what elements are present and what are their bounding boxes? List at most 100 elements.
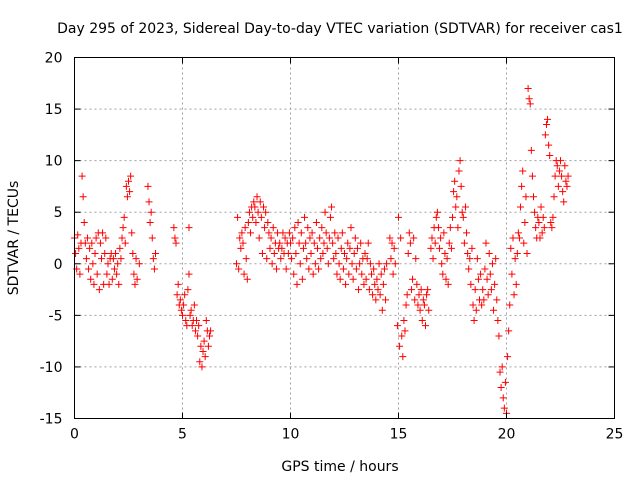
data-point xyxy=(530,193,537,201)
data-point xyxy=(303,255,311,263)
data-point xyxy=(366,260,374,268)
data-point xyxy=(539,213,547,221)
y-tick-label: 20 xyxy=(45,51,63,67)
data-point xyxy=(518,182,526,190)
data-point xyxy=(500,404,508,412)
data-point xyxy=(562,177,570,185)
data-point xyxy=(473,255,481,263)
data-point xyxy=(433,208,441,216)
data-point xyxy=(145,198,153,206)
data-point xyxy=(344,239,352,247)
data-point xyxy=(322,229,330,237)
data-point xyxy=(115,280,123,288)
data-point xyxy=(353,244,361,252)
data-point xyxy=(357,239,365,247)
data-point xyxy=(110,265,118,273)
data-point xyxy=(75,244,83,252)
data-point xyxy=(455,167,463,175)
data-point xyxy=(116,244,124,252)
data-point xyxy=(269,224,277,232)
data-point xyxy=(342,280,350,288)
data-point xyxy=(517,203,525,211)
x-tick-label: 0 xyxy=(70,427,79,443)
data-point xyxy=(236,234,244,242)
data-point xyxy=(460,239,468,247)
data-point xyxy=(399,353,407,361)
y-tick-label: -10 xyxy=(40,360,63,376)
data-point xyxy=(86,244,94,252)
data-point xyxy=(468,244,476,252)
data-point xyxy=(305,265,313,273)
data-point xyxy=(279,229,287,237)
data-point xyxy=(464,249,472,257)
data-point xyxy=(457,182,465,190)
data-point xyxy=(513,249,521,257)
data-point xyxy=(444,280,452,288)
data-point xyxy=(103,270,111,278)
data-point xyxy=(486,270,494,278)
data-point xyxy=(439,270,447,278)
data-point xyxy=(152,249,159,257)
data-point xyxy=(434,224,442,232)
data-point xyxy=(332,249,340,257)
grid-lines xyxy=(74,57,615,419)
data-point xyxy=(301,213,309,221)
data-point xyxy=(181,291,189,299)
data-point xyxy=(265,229,273,237)
data-point xyxy=(336,275,344,283)
data-point xyxy=(195,322,203,330)
data-point xyxy=(519,167,527,175)
data-point xyxy=(252,219,260,227)
data-point xyxy=(128,229,136,237)
data-point xyxy=(491,280,499,288)
data-point xyxy=(492,255,500,263)
data-point xyxy=(325,234,333,242)
data-point xyxy=(343,255,351,263)
data-point xyxy=(386,234,394,242)
data-point xyxy=(247,229,255,237)
data-point xyxy=(349,275,357,283)
data-point xyxy=(497,384,505,392)
data-point xyxy=(193,317,201,325)
data-point xyxy=(465,265,473,273)
data-point xyxy=(484,291,492,299)
data-point xyxy=(453,193,461,201)
data-point xyxy=(402,301,410,309)
data-point xyxy=(499,394,507,402)
data-point xyxy=(508,270,516,278)
data-point xyxy=(407,286,415,294)
data-point xyxy=(306,234,314,242)
data-point xyxy=(318,224,326,232)
data-point xyxy=(527,146,535,154)
data-point xyxy=(509,234,517,242)
data-point xyxy=(560,198,568,206)
data-point xyxy=(334,234,342,242)
data-point xyxy=(395,213,402,221)
data-point xyxy=(98,255,105,263)
data-point xyxy=(548,224,556,232)
data-point xyxy=(440,229,448,237)
data-point xyxy=(185,270,193,278)
x-tick-label: 20 xyxy=(498,427,516,443)
data-point xyxy=(288,255,296,263)
data-point xyxy=(368,270,375,278)
data-point xyxy=(282,265,290,273)
data-point xyxy=(144,182,152,190)
data-point xyxy=(373,275,381,283)
data-point xyxy=(507,244,515,252)
data-point xyxy=(429,255,437,263)
data-point xyxy=(425,306,433,314)
data-point xyxy=(206,332,213,340)
data-point xyxy=(119,224,127,232)
data-point xyxy=(202,317,210,325)
data-point xyxy=(410,234,418,242)
data-point xyxy=(413,280,421,288)
data-point xyxy=(177,306,185,314)
x-axis-label: GPS time / hours xyxy=(281,459,398,475)
data-point xyxy=(291,224,299,232)
data-point xyxy=(558,172,566,180)
data-point xyxy=(494,317,502,325)
data-point xyxy=(528,172,536,180)
data-point xyxy=(104,260,112,268)
